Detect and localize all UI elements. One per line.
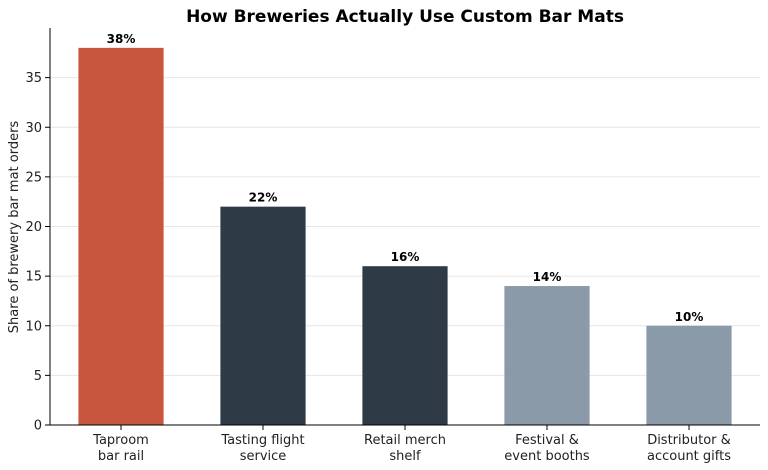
y-tick-label: 35 <box>25 71 42 86</box>
data-label: 16% <box>391 250 420 264</box>
bar <box>504 286 590 425</box>
y-tick-label: 20 <box>25 220 42 235</box>
x-tick-label: Tasting flight service <box>220 433 304 464</box>
y-tick-label: 25 <box>25 170 42 185</box>
y-ticks: 0 5 10 15 20 25 30 35 <box>25 71 690 434</box>
data-label: 14% <box>533 270 562 284</box>
x-tick-labels: Taproom bar rail Tasting flight service Reta… <box>92 433 731 464</box>
data-labels: 38% 22% 16% 14% 10% <box>107 32 704 324</box>
data-label: 10% <box>675 310 704 324</box>
x-tick-label: Taproom bar rail <box>92 433 149 464</box>
x-tick-label: Festival & event booths <box>504 433 590 464</box>
bar <box>646 325 732 425</box>
y-axis-label: Share of brewery bar mat orders <box>7 121 22 334</box>
chart-title: How Breweries Actually Use Custom Bar Ma… <box>186 7 624 27</box>
x-tick-label: Distributor & account gifts <box>647 433 731 464</box>
bar <box>220 206 306 425</box>
data-label: 38% <box>107 32 136 46</box>
y-tick-label: 15 <box>25 270 42 285</box>
bar <box>78 47 164 425</box>
data-label: 22% <box>249 191 278 205</box>
y-tick-label: 5 <box>34 369 42 384</box>
x-tick-label: Retail merch shelf <box>364 433 446 464</box>
bar <box>362 266 448 425</box>
y-tick-label: 0 <box>34 419 42 434</box>
y-tick-label: 30 <box>25 121 42 136</box>
bars <box>78 47 732 425</box>
y-tick-label: 10 <box>25 319 42 334</box>
